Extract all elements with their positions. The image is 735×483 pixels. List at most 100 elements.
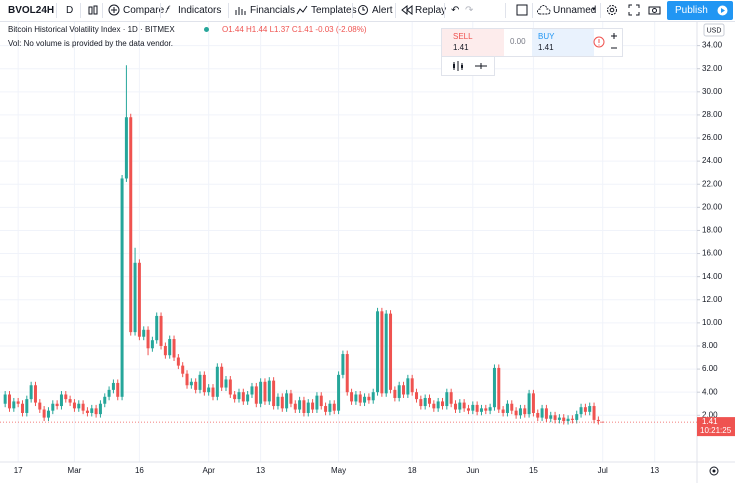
spread: 0.00: [510, 37, 526, 46]
candle-body: [510, 403, 514, 411]
buy-button[interactable]: BUY 1.41: [532, 29, 594, 56]
separator: [102, 3, 103, 18]
settings-icon[interactable]: [606, 4, 618, 16]
separator: [600, 3, 601, 18]
candle-body: [246, 394, 250, 402]
candle-body: [592, 406, 596, 420]
settings-icon[interactable]: [709, 466, 719, 476]
candle-body: [64, 394, 68, 400]
candle-body: [505, 403, 509, 413]
candle-body: [263, 381, 267, 402]
candle-body: [596, 419, 600, 422]
candle-body: [462, 402, 466, 409]
candle-body: [237, 392, 241, 400]
replay-icon[interactable]: [401, 5, 413, 15]
candle-body: [38, 402, 42, 410]
candle-body: [389, 313, 393, 390]
candle-body: [536, 412, 540, 418]
x-tick-label: 13: [256, 466, 265, 475]
candle-body: [488, 407, 492, 411]
alert-icon[interactable]: [357, 4, 369, 16]
layout-menu[interactable]: ▾: [592, 6, 596, 13]
candle-body: [302, 400, 306, 413]
x-tick-label: 13: [650, 466, 659, 475]
candle-body: [224, 379, 228, 388]
candle-body: [410, 378, 414, 393]
snapshot-icon[interactable]: [648, 5, 661, 15]
price-scale: [697, 22, 735, 483]
bars-icon[interactable]: [452, 60, 464, 72]
candle-body: [220, 366, 224, 388]
candle-body: [341, 354, 345, 375]
volume-note: Vol: No volume is provided by the data v…: [8, 39, 173, 48]
indicators[interactable]: Indicators: [178, 5, 222, 16]
y-tick-label: 20.00: [702, 202, 723, 211]
candle-body: [181, 365, 185, 374]
indicators-icon[interactable]: 𝑓: [165, 5, 169, 16]
sell-price: 1.41: [453, 43, 469, 52]
y-tick-label: 12.00: [702, 295, 723, 304]
financials[interactable]: Financials: [250, 5, 296, 16]
x-tick-label: 16: [135, 466, 144, 475]
alert[interactable]: Alert: [372, 5, 393, 16]
y-tick-label: 28.00: [702, 110, 723, 119]
replay[interactable]: Replay: [415, 5, 447, 16]
candle-body: [198, 374, 202, 390]
candle-body: [20, 403, 24, 413]
compare-icon[interactable]: [108, 4, 120, 16]
interval[interactable]: D: [66, 5, 74, 16]
templates-icon[interactable]: [296, 5, 308, 16]
y-tick-label: 30.00: [702, 87, 723, 96]
candle-body: [3, 394, 7, 404]
candle-body: [185, 373, 189, 386]
candle-body: [311, 402, 315, 410]
publish-button[interactable]: Publish: [667, 1, 733, 20]
candle-body: [549, 415, 553, 419]
candles-icon[interactable]: [88, 4, 98, 17]
layout-name[interactable]: Unnamed: [553, 5, 597, 16]
candle-body: [146, 329, 150, 349]
candle-body: [16, 401, 20, 404]
candle-body: [133, 262, 137, 333]
candle-body: [436, 401, 440, 409]
candle-body: [81, 403, 85, 411]
symbol[interactable]: BVOL24H: [8, 5, 55, 16]
y-tick-label: 8.00: [702, 341, 718, 350]
candle-body: [306, 402, 310, 413]
publish[interactable]: Publish: [675, 5, 708, 16]
line-tool-icon[interactable]: [474, 60, 488, 72]
candle-body: [570, 418, 574, 420]
candle-body: [553, 415, 557, 420]
candle-body: [514, 410, 518, 416]
financials-icon[interactable]: [235, 5, 247, 16]
candle-body: [376, 311, 380, 393]
candle-body: [7, 394, 11, 409]
sell-button[interactable]: SELL 1.41: [442, 29, 504, 56]
plus-minus[interactable]: [610, 31, 618, 53]
candle-body: [189, 381, 193, 386]
candle-body: [111, 382, 115, 390]
candle-body: [77, 403, 81, 409]
fullscreen-icon[interactable]: [628, 4, 640, 16]
x-tick-label: 18: [408, 466, 417, 475]
x-tick-label: 15: [529, 466, 538, 475]
candle-body: [150, 340, 154, 349]
candle-body: [137, 262, 141, 337]
candle-body: [254, 386, 258, 404]
undo[interactable]: ↶: [451, 5, 460, 16]
candle-body: [588, 406, 592, 412]
candle-body: [116, 382, 120, 397]
info-icon[interactable]: [593, 36, 605, 48]
templates[interactable]: Templates: [311, 5, 357, 16]
candle-body: [566, 418, 570, 422]
candle-body: [90, 408, 94, 413]
currency-box[interactable]: [703, 23, 725, 37]
compare[interactable]: Compare: [123, 5, 165, 16]
candle-body: [415, 392, 419, 400]
candle-body: [345, 354, 349, 393]
y-tick-label: 26.00: [702, 133, 723, 142]
fullscreen-box-icon[interactable]: [516, 4, 528, 16]
candle-body: [363, 396, 367, 403]
candle-body: [501, 409, 505, 413]
